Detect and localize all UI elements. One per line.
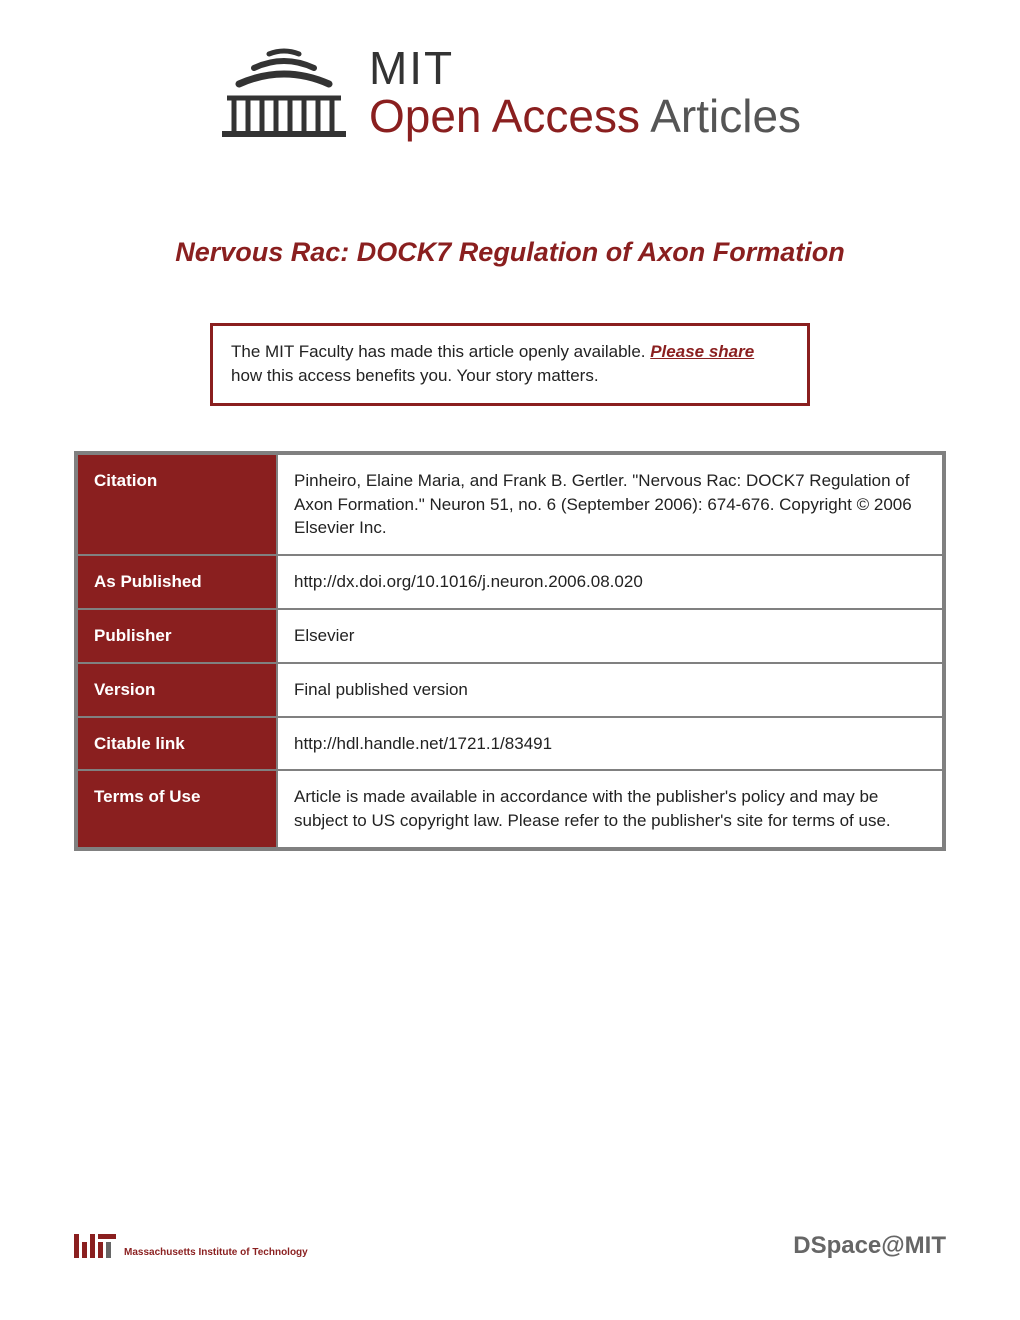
header-logo: MIT Open Access Articles <box>0 0 1020 172</box>
dspace-text: DSpace@MIT <box>793 1232 946 1260</box>
metadata-label: Version <box>77 663 277 717</box>
metadata-value: http://dx.doi.org/10.1016/j.neuron.2006.… <box>277 555 943 609</box>
metadata-value: Article is made available in accordance … <box>277 770 943 848</box>
table-row: Version Final published version <box>77 663 943 717</box>
metadata-table: Citation Pinheiro, Elaine Maria, and Fra… <box>74 451 946 851</box>
mit-small-logo: Massachusetts Institute of Technology <box>74 1234 308 1258</box>
metadata-value: http://hdl.handle.net/1721.1/83491 <box>277 717 943 771</box>
metadata-label: Citable link <box>77 717 277 771</box>
please-share-link[interactable]: Please share <box>650 342 754 361</box>
metadata-label: Publisher <box>77 609 277 663</box>
logo-text: MIT Open Access Articles <box>369 45 801 142</box>
footer: Massachusetts Institute of Technology DS… <box>74 1232 946 1260</box>
table-row: Publisher Elsevier <box>77 609 943 663</box>
share-text-before: The MIT Faculty has made this article op… <box>231 342 650 361</box>
table-row: Citation Pinheiro, Elaine Maria, and Fra… <box>77 454 943 555</box>
table-row: As Published http://dx.doi.org/10.1016/j… <box>77 555 943 609</box>
table-row: Citable link http://hdl.handle.net/1721.… <box>77 717 943 771</box>
metadata-value: Final published version <box>277 663 943 717</box>
metadata-label: As Published <box>77 555 277 609</box>
mit-bars-icon <box>74 1234 116 1258</box>
metadata-value: Elsevier <box>277 609 943 663</box>
article-title: Nervous Rac: DOCK7 Regulation of Axon Fo… <box>60 237 960 268</box>
table-row: Terms of Use Article is made available i… <box>77 770 943 848</box>
mit-dome-icon <box>219 46 349 141</box>
logo-open-access-text: Open Access Articles <box>369 91 801 142</box>
logo-mit-text: MIT <box>369 45 801 91</box>
share-box: The MIT Faculty has made this article op… <box>210 323 810 406</box>
share-text-after: how this access benefits you. Your story… <box>231 366 599 385</box>
mit-institution-text: Massachusetts Institute of Technology <box>124 1247 308 1258</box>
metadata-value: Pinheiro, Elaine Maria, and Frank B. Ger… <box>277 454 943 555</box>
metadata-label: Citation <box>77 454 277 555</box>
metadata-label: Terms of Use <box>77 770 277 848</box>
